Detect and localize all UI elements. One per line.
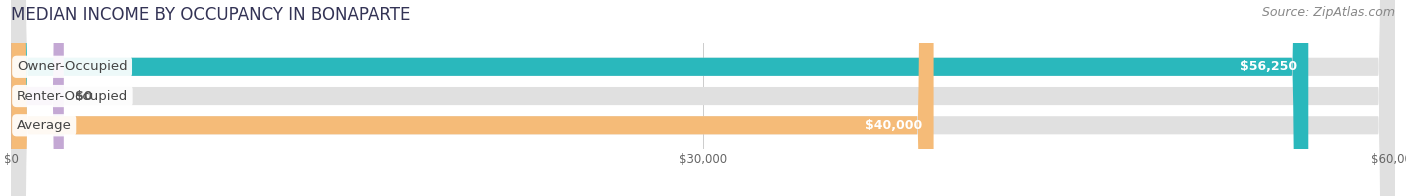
Text: Source: ZipAtlas.com: Source: ZipAtlas.com (1261, 6, 1395, 19)
Text: MEDIAN INCOME BY OCCUPANCY IN BONAPARTE: MEDIAN INCOME BY OCCUPANCY IN BONAPARTE (11, 6, 411, 24)
Text: Renter-Occupied: Renter-Occupied (17, 90, 128, 103)
Text: $40,000: $40,000 (865, 119, 922, 132)
Text: Average: Average (17, 119, 72, 132)
Text: $0: $0 (75, 90, 93, 103)
FancyBboxPatch shape (11, 0, 1395, 196)
Text: $56,250: $56,250 (1240, 60, 1298, 73)
FancyBboxPatch shape (11, 0, 1395, 196)
FancyBboxPatch shape (11, 0, 63, 196)
FancyBboxPatch shape (11, 0, 1309, 196)
FancyBboxPatch shape (11, 0, 934, 196)
FancyBboxPatch shape (11, 0, 1395, 196)
Text: Owner-Occupied: Owner-Occupied (17, 60, 128, 73)
